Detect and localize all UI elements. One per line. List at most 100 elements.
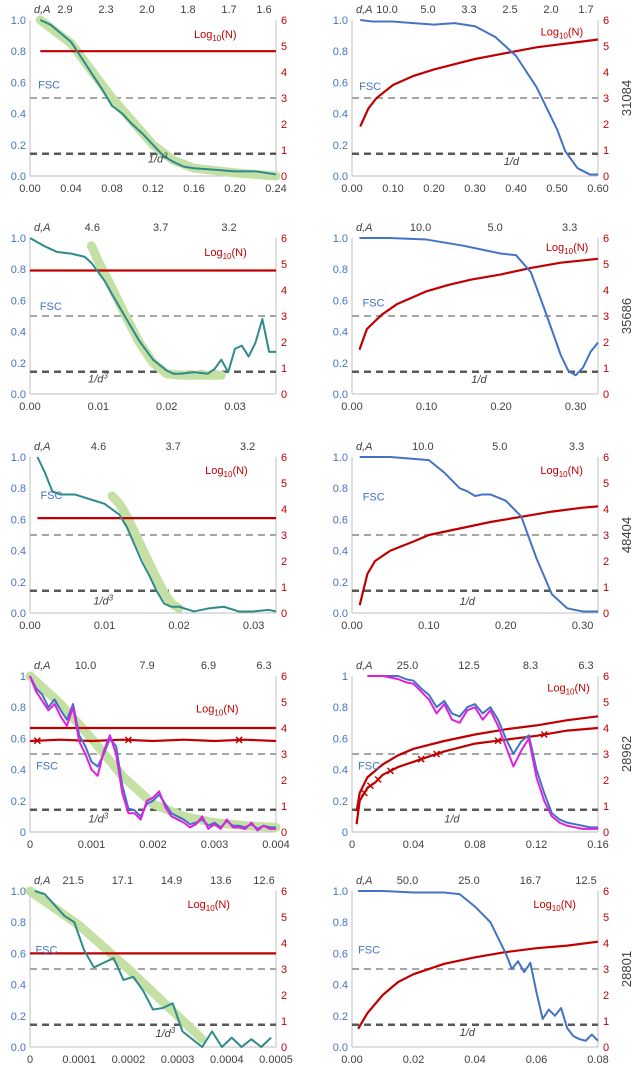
x-tick-label: 0.00	[19, 401, 40, 413]
y-tick-label: 1.0	[333, 452, 348, 464]
y-tick-label: 0.4	[333, 765, 348, 777]
y2-tick-label: 3	[281, 749, 287, 761]
y-tick-label: 0.6	[333, 948, 348, 960]
log-label-main: Log	[187, 899, 205, 911]
x-tick-label: 0.10	[416, 401, 437, 413]
y2-tick-label: 3	[281, 93, 287, 105]
y2-tick-label: 2	[281, 119, 287, 131]
fsc-line	[34, 890, 272, 1048]
inv-d-label: 1/d	[471, 374, 487, 386]
resolution-tick-label: 50.0	[397, 875, 418, 887]
fsc-label: FSC	[362, 298, 384, 310]
resolution-tick-label: 25.0	[397, 660, 418, 672]
x-tick-label: 0	[27, 1054, 33, 1066]
resolution-tick-label: 3.7	[165, 441, 180, 453]
y2-tick-label: 1	[603, 145, 609, 157]
y-tick-label: 0.4	[11, 327, 26, 339]
x-tick-label: 0	[27, 839, 33, 851]
resolution-tick-label: 16.7	[520, 875, 541, 887]
log-n-line	[355, 715, 599, 812]
x-tick-label: 0.10	[382, 183, 403, 195]
resolution-tick-label: 10.0	[75, 660, 96, 672]
y-tick-label: 0.8	[11, 46, 26, 58]
y-tick-label: 0.8	[333, 917, 348, 929]
log-label-tail: (N)	[232, 247, 247, 259]
fsc-line	[367, 675, 598, 829]
d-axis-label: d,A	[356, 222, 373, 234]
log-label-sub: 10	[214, 708, 223, 717]
y-tick-label: 0.0	[333, 389, 348, 401]
y2-tick-label: 3	[281, 530, 287, 542]
y2-tick-label: 5	[603, 697, 609, 709]
log-label-sub: 10	[564, 247, 573, 256]
x-tick-label: 0.0001	[62, 1054, 96, 1066]
fsc-label: FSC	[358, 944, 380, 956]
y-tick-label: 0.0	[11, 608, 26, 620]
resolution-tick-label: 5.0	[492, 441, 507, 453]
log-label: Log10(N)	[547, 683, 590, 697]
y-tick-label: 0.2	[11, 1011, 26, 1023]
marker-stroke	[494, 737, 502, 745]
x-tick-label: 0.20	[490, 401, 511, 413]
y2-tick-label: 5	[281, 478, 287, 490]
chart-48404-left: 0.0 0.2 0.4 0.6 0.8 1.0 0 1 2 3 4 5 6 0.00 0.01 0.02 0.0…	[11, 441, 287, 632]
log-marker	[494, 737, 502, 745]
x-tick-label: 0.24	[265, 183, 286, 195]
row-id-label: 35686	[619, 298, 634, 334]
x-tick-label: 0.003	[201, 839, 229, 851]
y2-tick-label: 3	[281, 311, 287, 323]
x-tick-label: 0.0002	[112, 1054, 146, 1066]
y2-tick-label: 5	[281, 912, 287, 924]
y2-tick-label: 5	[281, 41, 287, 53]
log-label-main: Log	[533, 899, 551, 911]
log-label: Log10(N)	[533, 899, 576, 913]
y2-tick-label: 3	[603, 311, 609, 323]
y2-tick-label: 6	[281, 886, 287, 898]
x-tick-label: 0.12	[526, 839, 547, 851]
x-tick-label: 0.20	[224, 183, 245, 195]
inv-d3-sup: 3	[163, 152, 168, 161]
y2-tick-label: 2	[603, 337, 609, 349]
x-tick-label: 0.01	[88, 401, 109, 413]
resolution-tick-label: 8.3	[523, 660, 538, 672]
y-tick-label: 0.6	[11, 948, 26, 960]
y-tick-label: 0.0	[333, 171, 348, 183]
fsc-label: FSC	[358, 761, 380, 773]
x-tick-label: 0.40	[505, 183, 526, 195]
log-label-sub: 10	[224, 470, 233, 479]
y-tick-label: 0.4	[333, 546, 348, 558]
log-label-tail: (N)	[573, 242, 588, 254]
y2-tick-label: 0	[603, 389, 609, 401]
resolution-tick-label: 3.7	[153, 222, 168, 234]
x-tick-label: 0.00	[19, 620, 40, 632]
resolution-tick-label: 3.2	[221, 222, 236, 234]
marker-stroke	[374, 775, 382, 784]
log-label-main: Log	[205, 465, 223, 477]
y2-tick-label: 1	[281, 1016, 287, 1028]
inv-d3-main: 1/d	[148, 154, 164, 166]
inv-d3-label: 1/d3	[155, 1026, 175, 1040]
log-label-main: Log	[547, 683, 565, 695]
y-tick-label: 0.8	[333, 483, 348, 495]
y2-tick-label: 0	[603, 608, 609, 620]
y-tick-label: 0.6	[11, 514, 26, 526]
y-tick-label: 0.4	[333, 327, 348, 339]
y2-tick-label: 5	[603, 259, 609, 271]
y2-tick-label: 3	[603, 749, 609, 761]
y2-tick-label: 1	[603, 582, 609, 594]
resolution-tick-label: 2.9	[57, 4, 72, 16]
fsc-label: FSC	[40, 301, 62, 313]
y-tick-label: 0.0	[333, 1042, 348, 1054]
log-marker	[124, 736, 132, 744]
resolution-tick-label: 12.6	[253, 875, 274, 887]
inv-d3-main: 1/d	[93, 595, 109, 607]
x-tick-label: 0.20	[495, 620, 516, 632]
resolution-tick-label: 10.0	[412, 441, 433, 453]
y2-tick-label: 2	[603, 556, 609, 568]
y-tick-label: 0.8	[11, 702, 26, 714]
y-tick-label: 1.0	[11, 886, 26, 898]
fsc-label: FSC	[359, 81, 381, 93]
y-tick-label: 0.6	[333, 733, 348, 745]
